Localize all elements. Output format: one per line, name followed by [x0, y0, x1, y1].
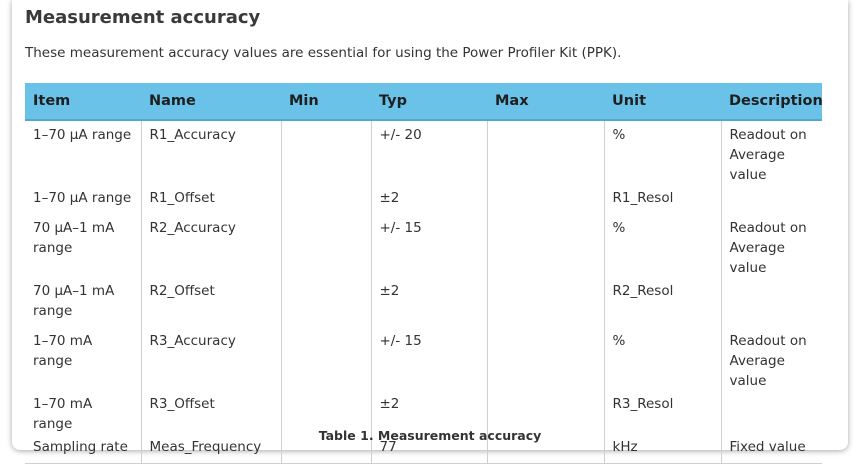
cell-typ: ±2 [370, 391, 487, 434]
cell-item: 70 µA–1 mA range [33, 220, 115, 256]
cell-min [280, 391, 371, 434]
table-body: 1–70 µA range R1_Accuracy +/- 20 % Reado… [25, 120, 822, 464]
cell-description [720, 391, 822, 434]
cell-min [280, 215, 371, 278]
cell-description [720, 185, 822, 215]
cell-unit: R2_Resol [603, 278, 721, 328]
cell-unit: % [603, 328, 721, 391]
cell-description: Readout on Average value [720, 215, 822, 278]
column-header-min: Min [281, 83, 371, 121]
table-caption: Table 1. Measurement accuracy [318, 428, 542, 443]
table-row: 1–70 mA range R3_Accuracy +/- 15 % Reado… [25, 328, 822, 391]
table-row: 1–70 mA range R3_Offset ±2 R3_Resol [25, 391, 822, 434]
cell-unit: % [603, 215, 721, 278]
cell-max [486, 215, 604, 278]
table-row: 1–70 µA range R1_Accuracy +/- 20 % Reado… [25, 120, 822, 185]
cell-description [720, 278, 822, 328]
table-header: Item Name Min Typ Max Unit Description [25, 83, 823, 121]
header-row: Item Name Min Typ Max Unit Description [25, 83, 823, 121]
cell-min [280, 328, 371, 391]
cell-min [280, 278, 371, 328]
cell-name: R2_Accuracy [140, 215, 281, 278]
table-row: 70 µA–1 mA range R2_Accuracy +/- 15 % Re… [25, 215, 822, 278]
cell-item: 1–70 mA range [33, 333, 93, 369]
cell-name: R1_Accuracy [140, 120, 281, 185]
cell-max [486, 278, 604, 328]
cell-min [280, 185, 371, 215]
cell-max [486, 120, 604, 185]
cell-unit: kHz [603, 434, 721, 464]
cell-typ: +/- 20 [370, 120, 487, 185]
page-title: Measurement accuracy [25, 7, 261, 28]
cell-unit: % [603, 120, 721, 185]
cell-unit: R1_Resol [603, 185, 721, 215]
cell-max [486, 391, 604, 434]
cell-typ: ±2 [370, 278, 487, 328]
cell-item: 1–70 µA range [33, 190, 132, 206]
column-header-name: Name [141, 83, 281, 121]
cell-item: 1–70 mA range [33, 396, 93, 432]
table-row: 1–70 µA range R1_Offset ±2 R1_Resol [25, 185, 822, 215]
cell-name: R1_Offset [140, 185, 281, 215]
cell-description: Fixed value [720, 434, 822, 464]
document-card: Measurement accuracy These measurement a… [12, 0, 848, 464]
cell-name: R2_Offset [140, 278, 281, 328]
cell-description: Readout on Average value [720, 120, 822, 185]
cell-description: Readout on Average value [720, 328, 822, 391]
accuracy-table: Item Name Min Typ Max Unit Description 1… [25, 83, 823, 464]
column-header-item: Item [25, 83, 141, 121]
cell-max [486, 185, 604, 215]
table-row: 70 µA–1 mA range R2_Offset ±2 R2_Resol [25, 278, 822, 328]
cell-max [486, 328, 604, 391]
cell-unit: R3_Resol [603, 391, 721, 434]
column-header-description: Description [721, 83, 823, 121]
cell-item: Sampling rate [25, 434, 141, 464]
cell-name: R3_Accuracy [140, 328, 281, 391]
cell-name: R3_Offset [140, 391, 281, 434]
cell-item: 1–70 µA range [33, 127, 132, 143]
cell-item: 70 µA–1 mA range [33, 283, 115, 319]
cell-typ: 77 [370, 434, 487, 464]
column-header-unit: Unit [604, 83, 721, 121]
cell-typ: ±2 [370, 185, 487, 215]
column-header-typ: Typ [371, 83, 487, 121]
column-header-max: Max [487, 83, 604, 121]
cell-typ: +/- 15 [370, 328, 487, 391]
cell-min [280, 120, 371, 185]
cell-typ: +/- 15 [370, 215, 487, 278]
intro-paragraph: These measurement accuracy values are es… [25, 45, 622, 61]
